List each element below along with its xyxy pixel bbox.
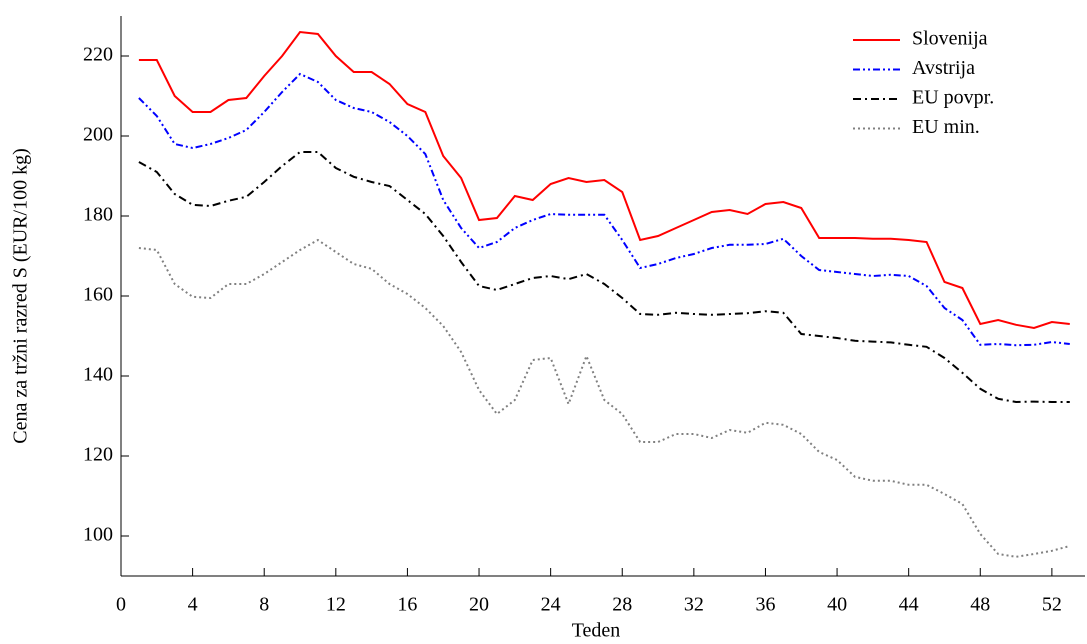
y-tick-label: 220 bbox=[83, 44, 113, 66]
x-tick-label: 28 bbox=[612, 594, 632, 616]
x-tick-label: 8 bbox=[259, 594, 269, 616]
y-tick-label: 160 bbox=[83, 284, 113, 306]
x-tick-label: 12 bbox=[326, 594, 346, 616]
x-tick-label: 24 bbox=[541, 594, 561, 616]
series-line bbox=[138, 72, 1070, 347]
y-tick-label: 140 bbox=[83, 364, 113, 386]
x-tick-label: 52 bbox=[1042, 594, 1062, 616]
legend-label: EU min. bbox=[912, 116, 980, 138]
y-axis-label: Cena za tržni razred S (EUR/100 kg) bbox=[10, 148, 32, 443]
x-tick-label: 44 bbox=[899, 594, 919, 616]
x-tick-label: 20 bbox=[469, 594, 489, 616]
y-tick-label: 180 bbox=[83, 204, 113, 226]
y-tick-label: 100 bbox=[83, 524, 113, 546]
x-tick-label: 0 bbox=[116, 594, 126, 616]
series-line bbox=[138, 151, 1070, 404]
x-tick-label: 40 bbox=[827, 594, 847, 616]
series-line bbox=[138, 238, 1071, 558]
x-tick-label: 32 bbox=[684, 594, 704, 616]
x-tick-label: 48 bbox=[970, 594, 990, 616]
x-axis-label: Teden bbox=[572, 620, 621, 642]
x-tick-label: 36 bbox=[755, 594, 775, 616]
legend-label: EU povpr. bbox=[912, 87, 994, 109]
legend-label: Avstrija bbox=[912, 57, 975, 79]
y-tick-label: 200 bbox=[83, 124, 113, 146]
x-tick-label: 4 bbox=[188, 594, 198, 616]
legend-label: Slovenija bbox=[912, 28, 988, 50]
series-line bbox=[138, 30, 1070, 330]
x-tick-label: 16 bbox=[397, 594, 417, 616]
y-tick-label: 120 bbox=[83, 444, 113, 466]
